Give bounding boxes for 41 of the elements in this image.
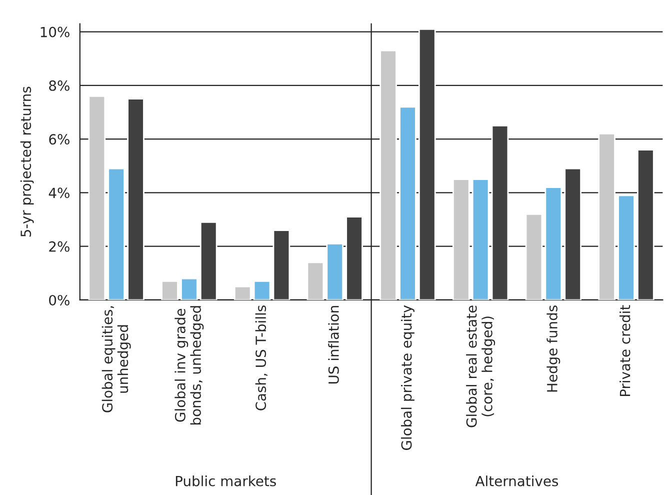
bar: [491, 124, 509, 300]
x-tick-label: Global equities, unhedged: [102, 306, 131, 412]
x-tick-label: Global private equity: [400, 305, 414, 450]
bar: [127, 98, 144, 300]
bar: [306, 262, 324, 300]
y-tick-label: 4%: [48, 188, 70, 198]
bar: [326, 242, 344, 300]
x-tick-label: Private credit: [620, 305, 630, 396]
bar: [564, 168, 582, 300]
bar: [598, 133, 616, 300]
y-axis-title: 5-yr projected returns: [20, 86, 34, 237]
x-tick-label: Hedge funds: [546, 306, 560, 392]
bar: [161, 280, 178, 300]
x-tick-label: Global real estate (core, hedged): [466, 306, 496, 428]
bar: [88, 95, 106, 300]
bar: [346, 216, 363, 300]
x-tick-label: Global inv grade bonds, unhedged: [174, 306, 204, 425]
y-tick-label: 6%: [49, 134, 70, 145]
bar: [108, 168, 125, 300]
text: Alternatives: [475, 476, 558, 486]
x-tick-label: US inflation: [328, 306, 339, 384]
bar: [253, 280, 271, 300]
bar: [618, 194, 635, 300]
y-tick-label: 10%: [40, 26, 70, 38]
bar: [452, 178, 470, 300]
bar: [472, 178, 490, 300]
y-tick-label: 0%: [49, 294, 70, 306]
bar: [544, 186, 562, 300]
x-tick-label: Cash, US T-bills: [255, 306, 268, 410]
bar: [418, 28, 436, 300]
bar: [637, 149, 654, 300]
bar: [399, 106, 416, 300]
bar: [272, 230, 290, 300]
bar: [380, 50, 397, 300]
text: Public markets: [176, 476, 276, 486]
bar: [200, 222, 218, 300]
bar: [525, 213, 543, 300]
bar: [234, 286, 252, 300]
bar: [180, 278, 198, 300]
y-tick-label: 2%: [49, 241, 70, 252]
y-tick-label: 8%: [49, 80, 70, 91]
